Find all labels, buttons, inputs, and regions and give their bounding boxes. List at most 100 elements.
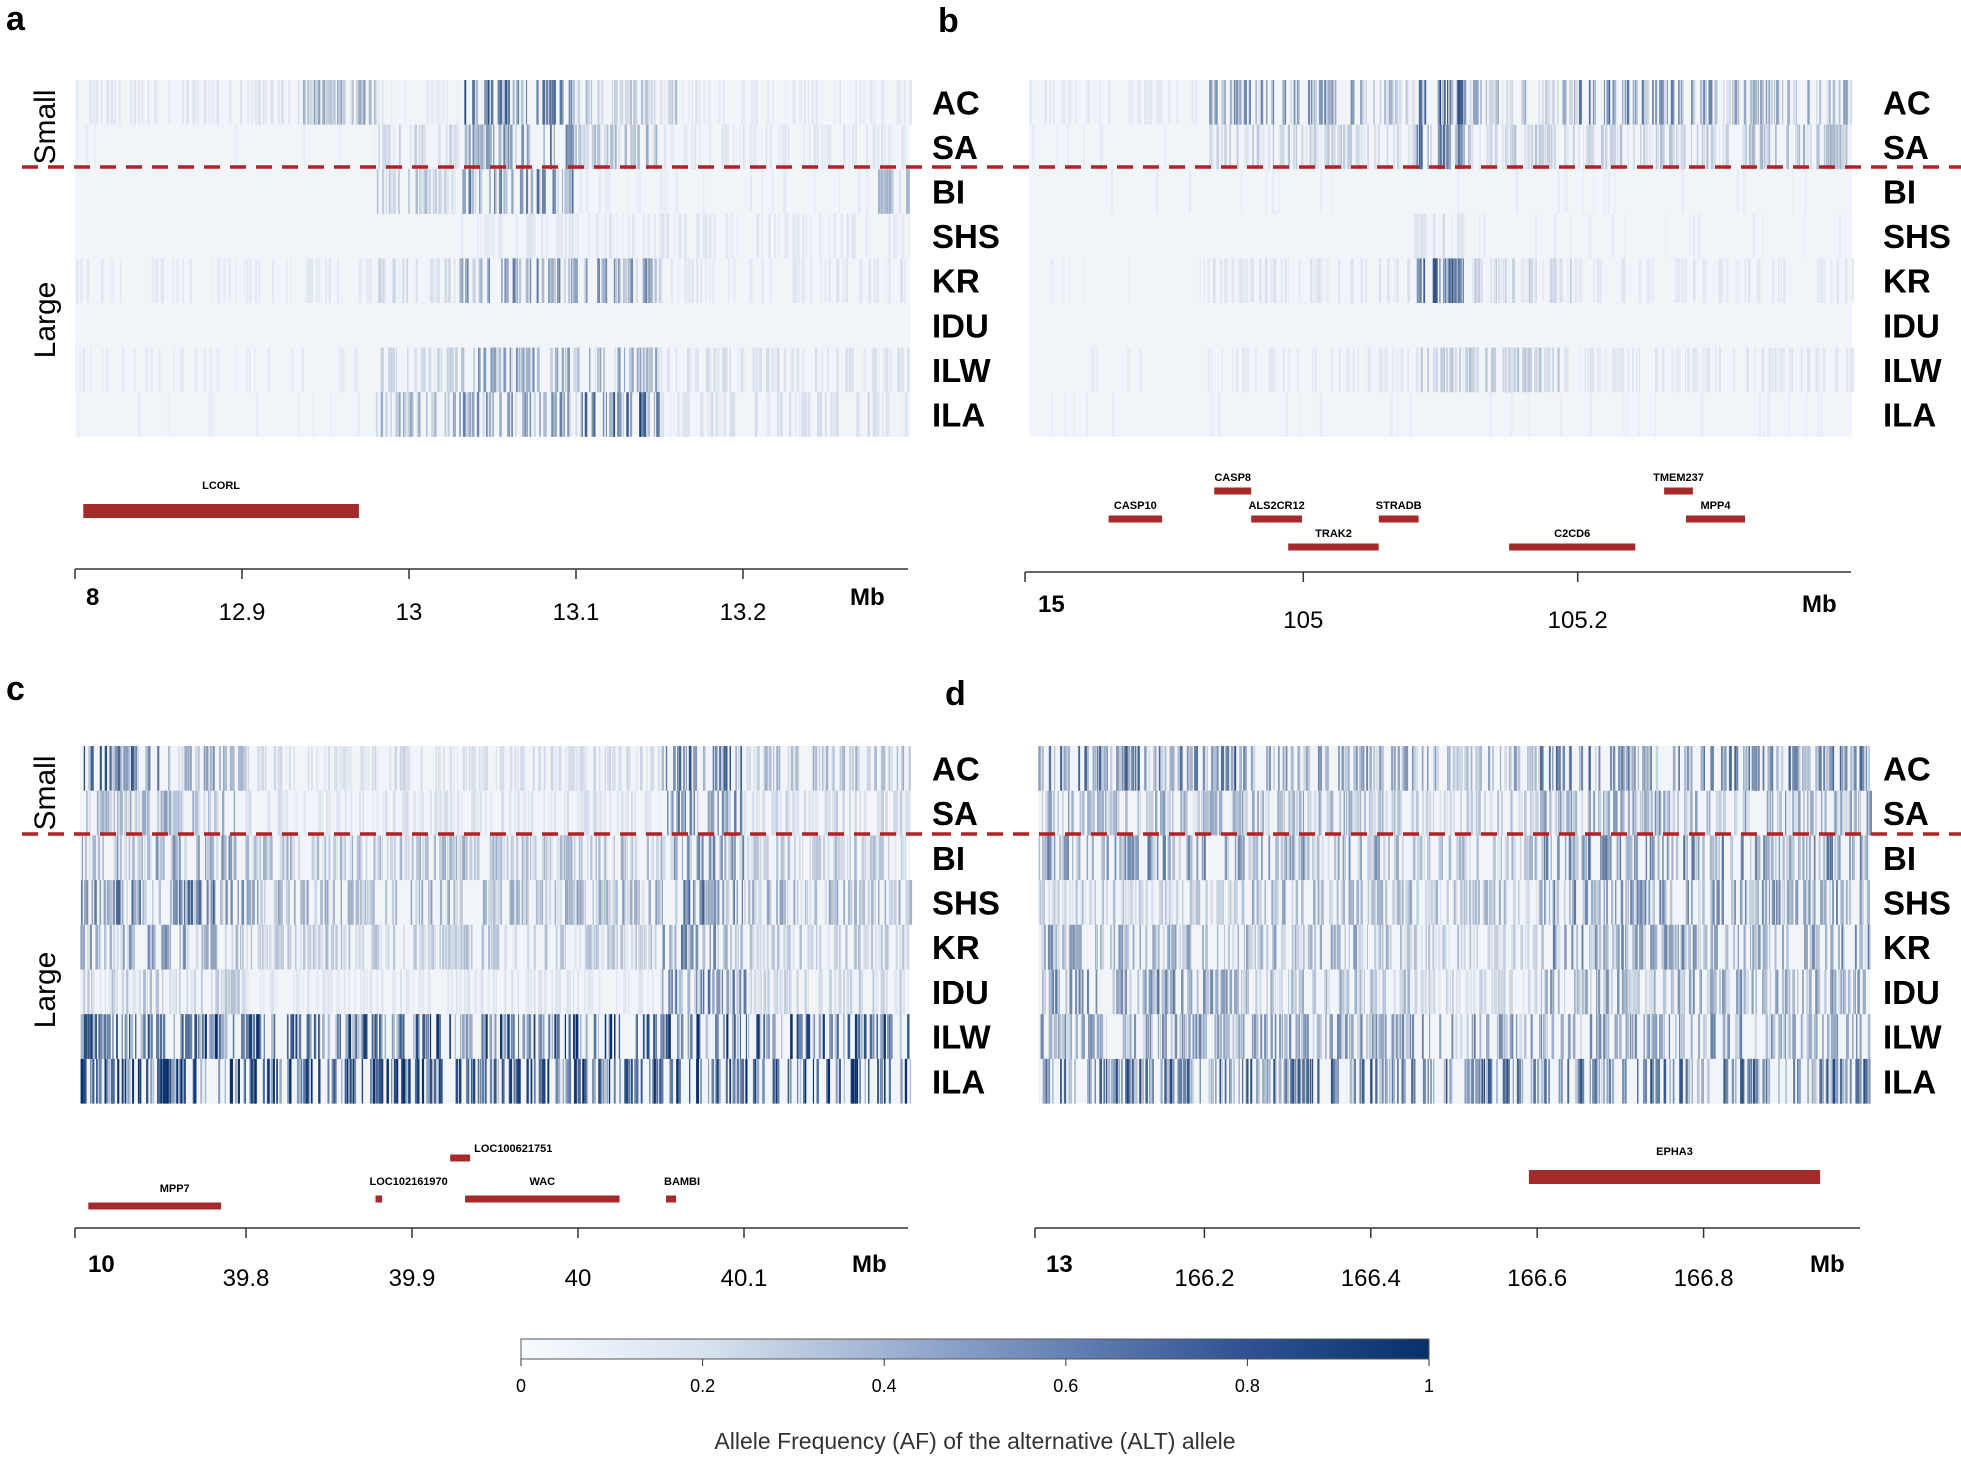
snp-cell [281,924,284,970]
snp-cell [755,969,758,1015]
snp-cell [423,924,426,970]
snp-cell [624,258,628,303]
snp-cell [1385,347,1388,393]
snp-cell [704,213,708,259]
snp-cell [1552,258,1554,303]
snp-cell [636,835,639,881]
snp-cell [413,790,416,836]
snp-cell [641,880,645,925]
snp-cell [766,924,769,970]
snp-cell [160,258,164,303]
snp-cell [881,80,884,125]
snp-cell [575,124,577,170]
gene-label-casp8: CASP8 [1214,472,1251,484]
snp-cell [138,835,141,881]
snp-cell [899,1014,902,1059]
snp-cell [787,880,789,925]
snp-cell [1319,392,1323,437]
snp-cell [248,347,251,393]
snp-cell [688,924,691,970]
snp-cell [461,347,463,393]
snp-cell [1610,124,1613,170]
snp-cell [495,347,499,393]
snp-cell [333,835,336,881]
snp-cell [141,80,144,125]
snp-cell [530,169,534,214]
snp-cell [543,124,545,170]
snp-cell [868,1058,870,1104]
snp-cell [561,924,564,970]
gene-bar-wac [465,1195,620,1203]
snp-cell [212,924,214,970]
snp-cell [1476,347,1480,393]
snp-cell [490,835,494,881]
snp-cell [814,124,817,170]
snp-cell [393,1014,395,1059]
snp-cell [1623,392,1625,437]
snp-cell [1376,746,1378,791]
snp-cell [834,790,836,836]
snp-cell [781,1014,783,1059]
snp-cell [1318,258,1321,303]
snp-cell [815,80,818,125]
snp-cell [134,880,136,925]
snp-cell [474,969,476,1015]
snp-cell [1325,258,1329,303]
snp-cell [696,347,699,393]
snp-cell [829,880,831,925]
snp-cell [876,1014,878,1059]
snp-cell [1097,746,1099,791]
snp-cell [743,969,747,1015]
snp-cell [1514,124,1517,170]
snp-cell [253,835,256,881]
snp-cell [493,1014,496,1059]
snp-cell [197,746,200,791]
snp-cell [656,347,660,393]
snp-cell [792,80,796,125]
snp-cell [529,1014,532,1059]
snp-cell [1546,80,1549,125]
snp-cell [155,835,159,881]
snp-cell [1449,258,1451,303]
snp-cell [533,969,536,1015]
snp-cell [749,924,753,970]
snp-cell [444,924,446,970]
snp-cell [488,213,491,259]
snp-cell [745,1014,747,1059]
snp-cell [673,746,676,791]
snp-cell [739,835,743,881]
snp-cell [1605,347,1607,393]
snp-cell [280,1058,282,1104]
snp-cell [548,258,550,303]
snp-cell [201,924,203,970]
snp-cell [1038,746,1040,791]
snp-cell [173,835,175,881]
snp-cell [813,880,816,925]
snp-cell [1819,258,1822,303]
snp-cell [194,969,196,1015]
snp-cell [1574,80,1576,125]
snp-cell [533,392,536,437]
snp-cell [597,1014,599,1059]
snp-cell [1412,80,1416,125]
snp-cell [744,790,747,836]
snp-cell [1202,746,1206,791]
snp-cell [489,1014,493,1059]
snp-cell [515,347,518,393]
snp-cell [323,746,326,791]
snp-cell [109,790,113,836]
snp-cell [600,80,603,125]
snp-cell [815,835,817,881]
snp-cell [421,969,424,1015]
snp-cell [248,1014,250,1059]
snp-cell [260,746,263,791]
snp-cell [788,924,791,970]
snp-cell [701,392,705,437]
snp-cell [1774,80,1776,125]
snp-cell [766,80,769,125]
snp-cell [1501,124,1505,170]
snp-cell [573,80,575,125]
snp-cell [341,746,344,791]
snp-cell [900,835,903,881]
